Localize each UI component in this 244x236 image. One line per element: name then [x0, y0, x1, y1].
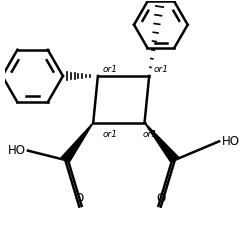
Polygon shape	[144, 123, 178, 163]
Text: or1: or1	[102, 65, 118, 74]
Text: O: O	[75, 193, 84, 206]
Polygon shape	[61, 123, 93, 163]
Text: or1: or1	[154, 65, 169, 74]
Text: HO: HO	[8, 144, 26, 157]
Text: HO: HO	[222, 135, 240, 148]
Text: O: O	[156, 193, 165, 206]
Text: or1: or1	[102, 130, 118, 139]
Text: or1: or1	[142, 130, 157, 139]
